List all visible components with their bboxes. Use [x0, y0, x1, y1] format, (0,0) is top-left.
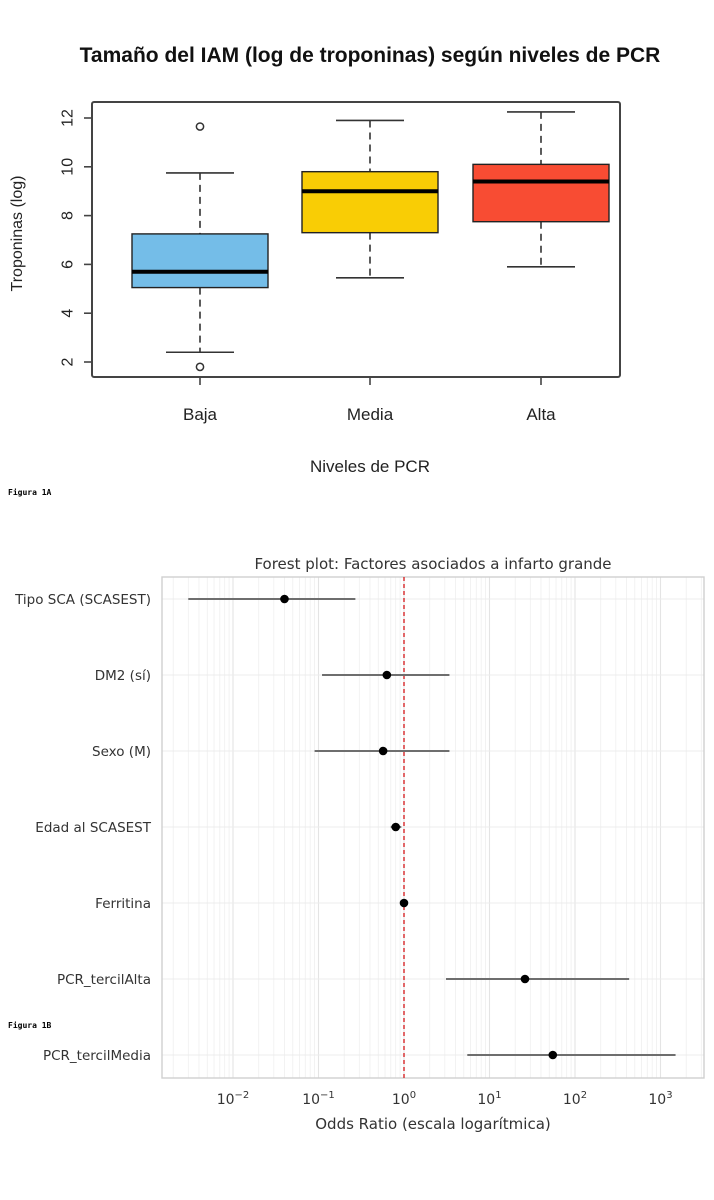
estimate-point	[382, 670, 392, 680]
row-label: Sexo (M)	[92, 744, 151, 760]
chart-title: Tamaño del IAM (log de troponinas) según…	[80, 44, 661, 67]
y-tick-label: 12	[60, 109, 77, 127]
x-tick-label: Alta	[526, 405, 556, 424]
x-axis-label: Niveles de PCR	[310, 457, 430, 476]
forest-row	[188, 594, 356, 604]
row-label: Ferritina	[95, 896, 151, 912]
x-tick-label: 100	[392, 1090, 416, 1108]
outlier-point	[195, 122, 205, 131]
box-baja	[131, 122, 269, 372]
x-tick-label: 103	[648, 1090, 672, 1108]
x-tick-label: 102	[563, 1090, 587, 1108]
plot-frame	[161, 576, 705, 1079]
x-tick-label: 10−1	[302, 1090, 335, 1108]
box-media	[301, 119, 439, 279]
y-tick-label: 10	[60, 158, 77, 176]
forest-row	[390, 822, 402, 832]
boxplot-chart: Tamaño del IAM (log de troponinas) según…	[9, 44, 661, 476]
outlier-point	[195, 362, 205, 372]
row-label: Tipo SCA (SCASEST)	[14, 592, 151, 608]
row-label: PCR_tercilMedia	[43, 1048, 151, 1064]
plot-frame	[91, 101, 621, 378]
forest-row	[322, 670, 450, 680]
estimate-point	[548, 1050, 558, 1060]
box-alta	[472, 111, 610, 268]
x-tick-label: 101	[477, 1090, 501, 1108]
x-tick-label: Media	[347, 405, 394, 424]
row-label: PCR_tercilAlta	[57, 972, 151, 988]
forest-row	[314, 746, 450, 756]
row-label: Edad al SCASEST	[35, 820, 151, 836]
y-axis-label: Troponinas (log)	[9, 176, 26, 292]
forest-row	[446, 974, 630, 984]
figure-1a-label: Figura 1A	[8, 488, 52, 497]
chart-title: Forest plot: Factores asociados a infart…	[254, 555, 611, 573]
estimate-point	[399, 898, 409, 908]
estimate-point	[391, 822, 401, 832]
forest-row	[467, 1050, 676, 1060]
estimate-point	[280, 594, 289, 604]
estimate-point	[378, 746, 388, 756]
forest-row	[399, 898, 409, 908]
x-tick-label: Baja	[183, 405, 218, 424]
x-axis-label: Odds Ratio (escala logarítmica)	[315, 1115, 551, 1133]
y-tick-label: 4	[60, 309, 77, 318]
y-tick-label: 2	[60, 357, 77, 366]
estimate-point	[520, 974, 530, 984]
y-tick-label: 8	[60, 211, 77, 220]
y-tick-label: 6	[60, 260, 77, 269]
x-tick-label: 10−2	[217, 1090, 250, 1108]
row-label: DM2 (sí)	[95, 668, 151, 684]
figure-1b-label: Figura 1B	[8, 1021, 52, 1030]
